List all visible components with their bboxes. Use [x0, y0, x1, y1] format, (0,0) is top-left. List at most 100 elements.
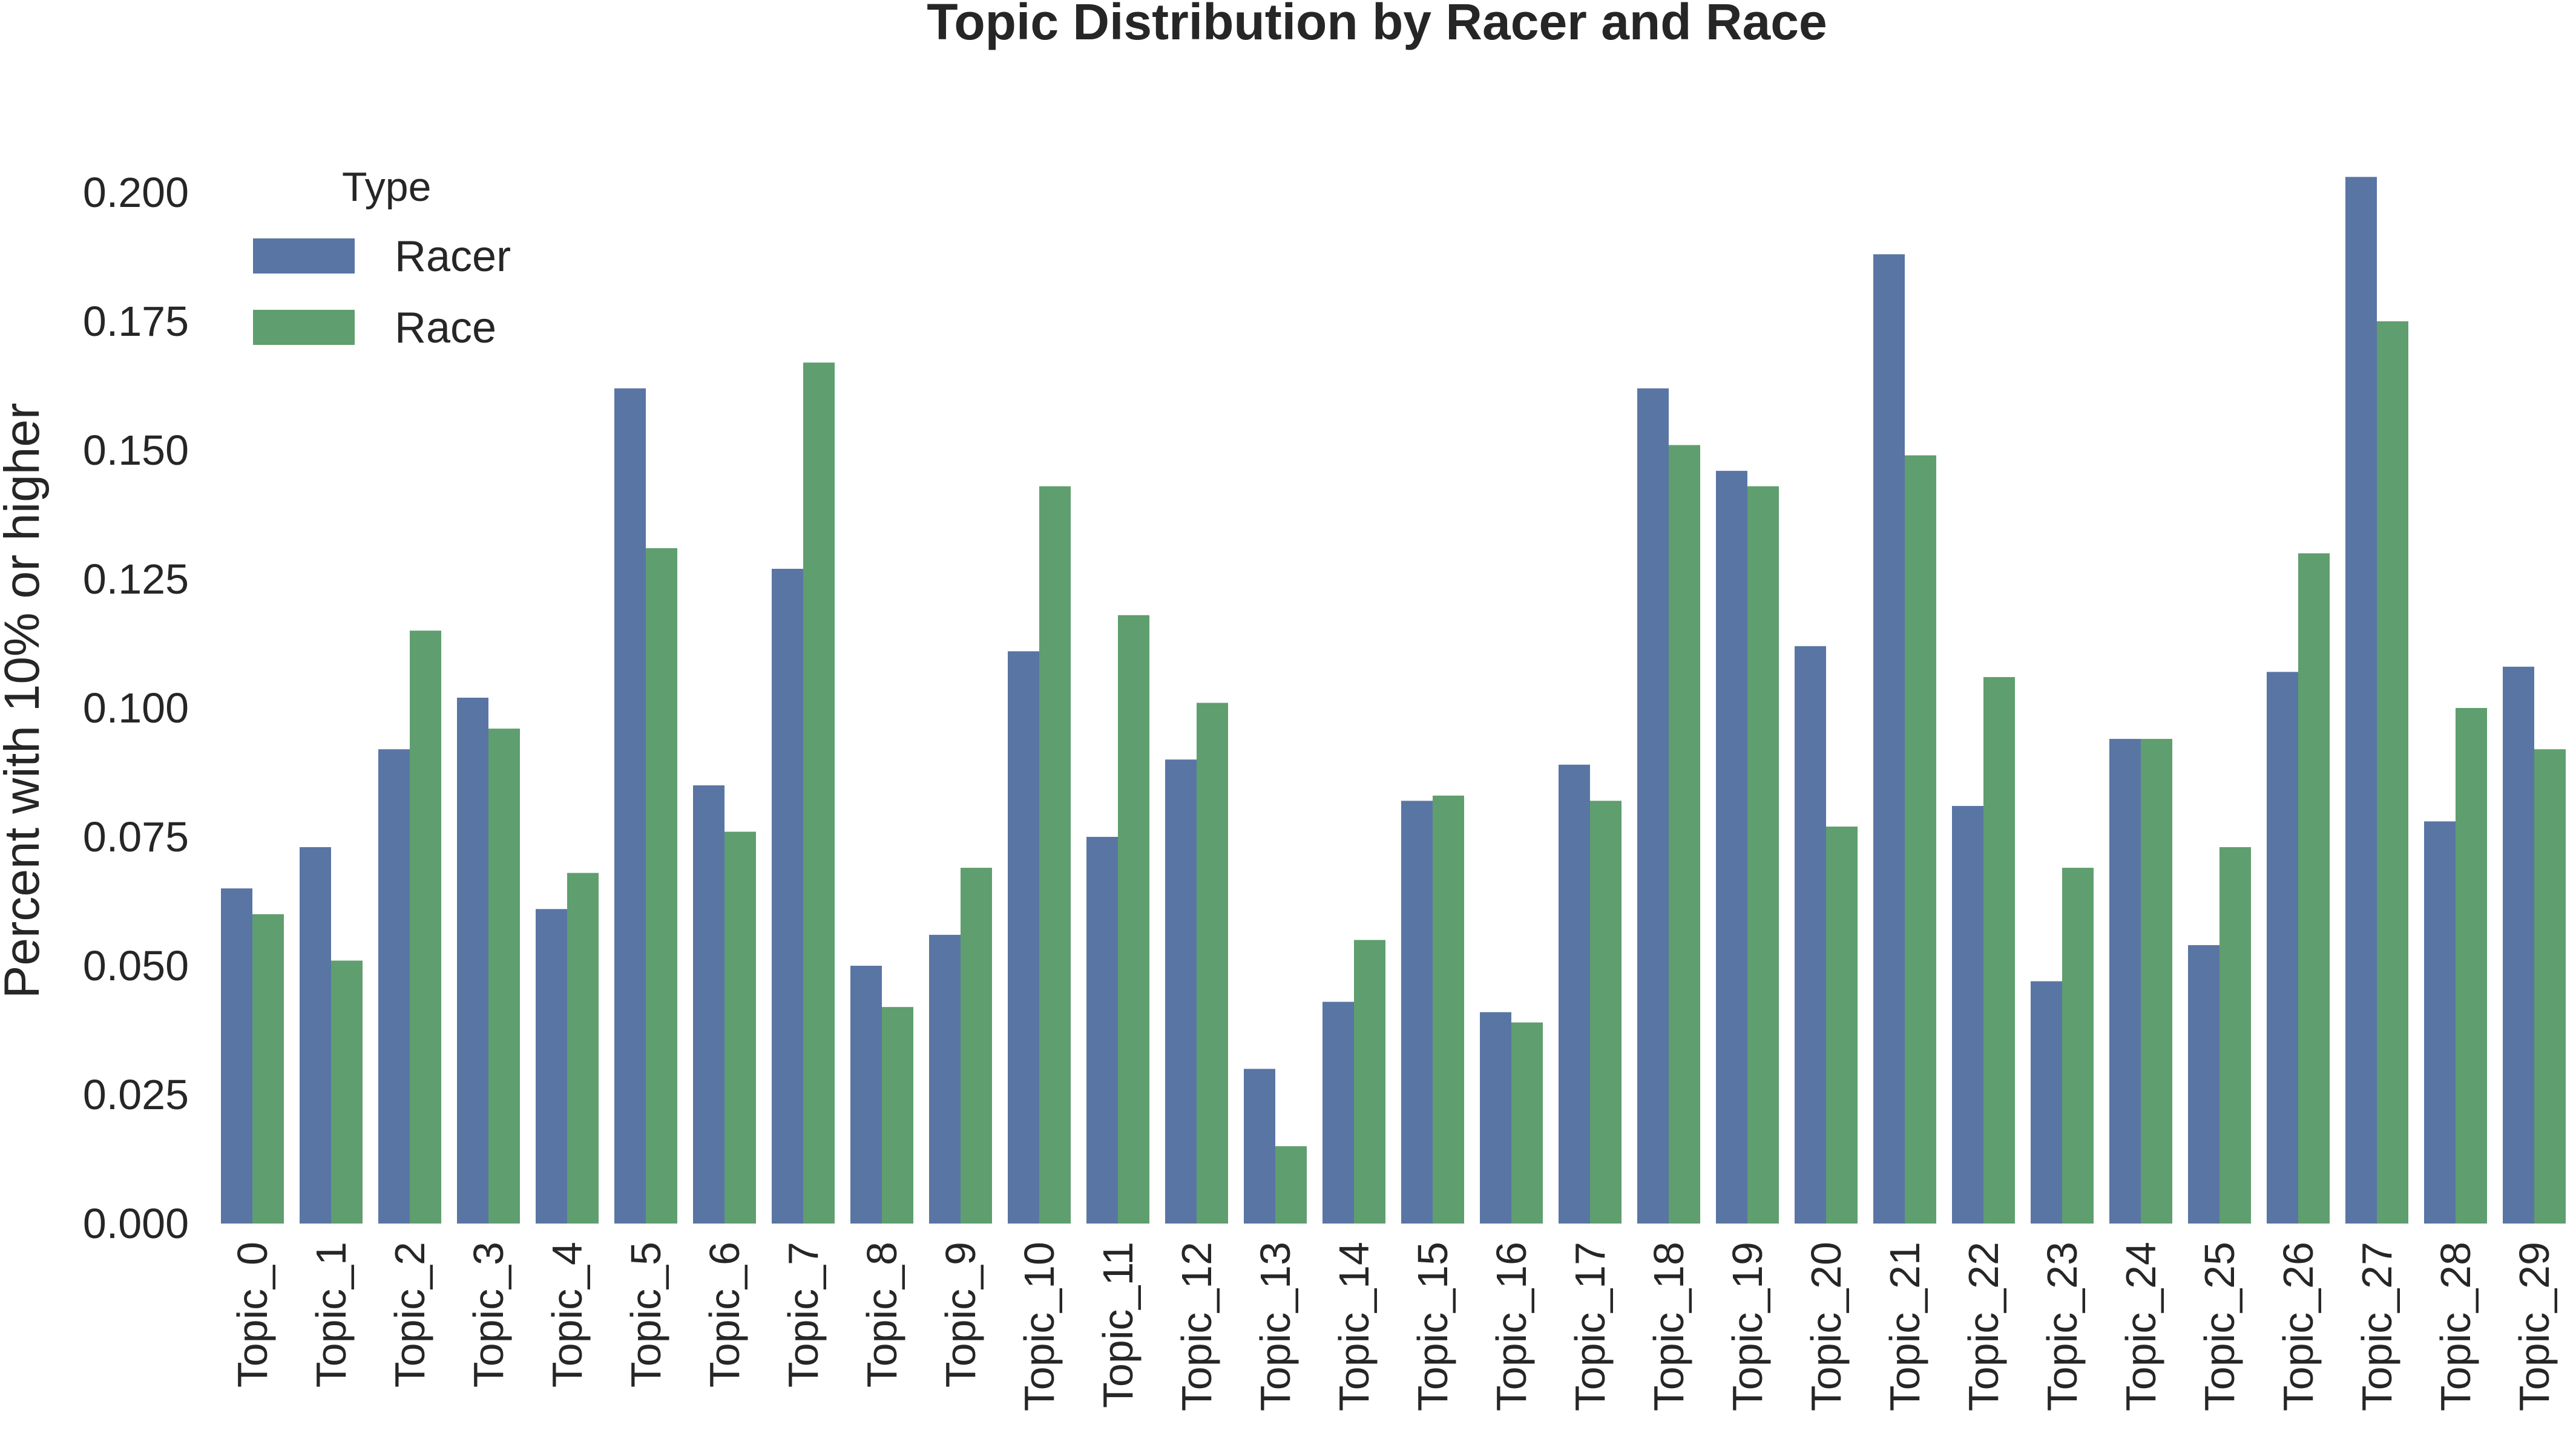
x-tick-label: Topic_16 [1488, 1242, 1535, 1411]
bar-race-topic_20 [1826, 827, 1858, 1224]
x-tick-label: Topic_11 [1094, 1242, 1142, 1408]
bar-race-topic_13 [1275, 1146, 1307, 1224]
bar-race-topic_26 [2298, 553, 2330, 1224]
bar-race-topic_23 [2062, 868, 2094, 1224]
bar-race-topic_25 [2220, 847, 2251, 1224]
y-tick-label: 0.200 [83, 169, 189, 216]
y-tick-label: 0.175 [83, 298, 189, 345]
legend-swatch-race [253, 310, 355, 345]
y-axis-ticks: 0.000 0.025 0.050 0.075 0.100 0.125 0.150 0.175… [83, 169, 189, 1247]
x-tick-label: Topic_22 [1960, 1242, 2007, 1411]
x-axis-ticks: Topic_0 Topic_1 Topic_2 Topic_3 Topic_4 Topic… [229, 1242, 2558, 1411]
bar-racer-topic_5 [614, 388, 646, 1224]
x-tick-label: Topic_24 [2117, 1242, 2164, 1411]
legend-label-racer: Racer [395, 232, 511, 281]
x-tick-label: Topic_9 [937, 1242, 984, 1388]
x-tick-label: Topic_1 [307, 1242, 355, 1388]
x-tick-label: Topic_28 [2432, 1242, 2479, 1411]
bar-racer-topic_11 [1086, 837, 1118, 1224]
bar-racer-topic_0 [221, 888, 252, 1224]
legend-title: Type [342, 164, 431, 210]
bar-race-topic_6 [724, 831, 756, 1224]
x-tick-label: Topic_18 [1645, 1242, 1692, 1411]
bar-racer-topic_29 [2503, 666, 2534, 1224]
bar-racer-topic_27 [2345, 177, 2377, 1224]
bar-racer-topic_1 [300, 847, 331, 1224]
x-tick-label: Topic_19 [1724, 1242, 1771, 1411]
y-tick-label: 0.125 [83, 555, 189, 603]
bar-racer-topic_4 [536, 909, 567, 1224]
x-tick-label: Topic_26 [2275, 1242, 2322, 1411]
x-tick-label: Topic_27 [2353, 1242, 2400, 1411]
legend: Type Racer Race [253, 164, 511, 352]
bar-race-topic_8 [882, 1007, 913, 1224]
bar-racer-topic_13 [1244, 1069, 1275, 1224]
x-tick-label: Topic_20 [1802, 1242, 1850, 1411]
x-tick-label: Topic_8 [858, 1242, 905, 1388]
x-tick-label: Topic_14 [1330, 1242, 1378, 1411]
bar-race-topic_12 [1197, 703, 1228, 1224]
x-tick-label: Topic_2 [386, 1242, 433, 1388]
bar-race-topic_16 [1511, 1022, 1543, 1224]
bar-race-topic_19 [1747, 486, 1779, 1224]
bar-racer-topic_9 [929, 934, 961, 1224]
bar-racer-topic_8 [850, 966, 882, 1224]
bar-race-topic_29 [2534, 749, 2566, 1224]
bar-racer-topic_21 [1873, 254, 1905, 1224]
bar-race-topic_27 [2377, 321, 2408, 1224]
x-tick-label: Topic_12 [1173, 1242, 1220, 1411]
bar-race-topic_11 [1118, 615, 1149, 1224]
legend-label-race: Race [395, 304, 496, 352]
y-tick-label: 0.100 [83, 684, 189, 732]
x-tick-label: Topic_15 [1409, 1242, 1456, 1411]
x-tick-label: Topic_29 [2511, 1242, 2558, 1411]
x-tick-label: Topic_3 [465, 1242, 512, 1388]
legend-swatch-racer [253, 238, 355, 274]
bar-racer-topic_26 [2267, 672, 2298, 1224]
bar-racer-topic_7 [772, 569, 803, 1224]
x-tick-label: Topic_7 [780, 1242, 827, 1388]
bar-racer-topic_19 [1716, 471, 1747, 1224]
bar-race-topic_21 [1905, 455, 1936, 1224]
bar-racer-topic_6 [693, 785, 724, 1224]
bar-race-topic_18 [1669, 445, 1700, 1224]
x-tick-label: Topic_4 [544, 1242, 591, 1388]
bar-racer-topic_15 [1401, 801, 1433, 1224]
y-tick-label: 0.050 [83, 942, 189, 989]
bar-racer-topic_23 [2031, 981, 2062, 1224]
bar-racer-topic_22 [1952, 805, 1983, 1224]
bar-race-topic_9 [961, 868, 992, 1224]
bar-race-topic_5 [646, 548, 677, 1224]
chart-title: Topic Distribution by Racer and Race [927, 0, 1827, 50]
x-tick-label: Topic_21 [1881, 1242, 1928, 1411]
bar-racer-topic_28 [2424, 821, 2456, 1224]
bar-racer-topic_24 [2109, 739, 2141, 1224]
x-tick-label: Topic_17 [1566, 1242, 1614, 1411]
x-tick-label: Topic_25 [2196, 1242, 2243, 1411]
x-tick-label: Topic_13 [1252, 1242, 1299, 1411]
bar-racer-topic_17 [1559, 764, 1590, 1224]
y-tick-label: 0.000 [83, 1200, 189, 1247]
bar-racer-topic_18 [1637, 388, 1669, 1224]
bar-racer-topic_16 [1480, 1012, 1511, 1224]
bar-race-topic_17 [1590, 801, 1622, 1224]
bars-group [221, 177, 2566, 1224]
x-tick-label: Topic_5 [622, 1242, 669, 1388]
bar-racer-topic_25 [2188, 945, 2220, 1224]
bar-racer-topic_3 [457, 698, 488, 1224]
y-tick-label: 0.075 [83, 813, 189, 860]
bar-race-topic_28 [2456, 708, 2487, 1224]
bar-race-topic_15 [1433, 795, 1464, 1224]
bar-race-topic_1 [331, 960, 363, 1224]
bar-racer-topic_14 [1322, 1001, 1354, 1224]
bar-race-topic_24 [2141, 739, 2172, 1224]
bar-race-topic_0 [252, 914, 284, 1224]
x-tick-label: Topic_6 [701, 1242, 748, 1388]
bar-race-topic_10 [1039, 486, 1071, 1224]
bar-race-topic_4 [567, 873, 599, 1224]
bar-racer-topic_2 [378, 749, 410, 1224]
y-axis-label: Percent with 10% or higher [0, 403, 50, 999]
x-tick-label: Topic_0 [229, 1242, 276, 1388]
bar-race-topic_7 [803, 362, 835, 1224]
